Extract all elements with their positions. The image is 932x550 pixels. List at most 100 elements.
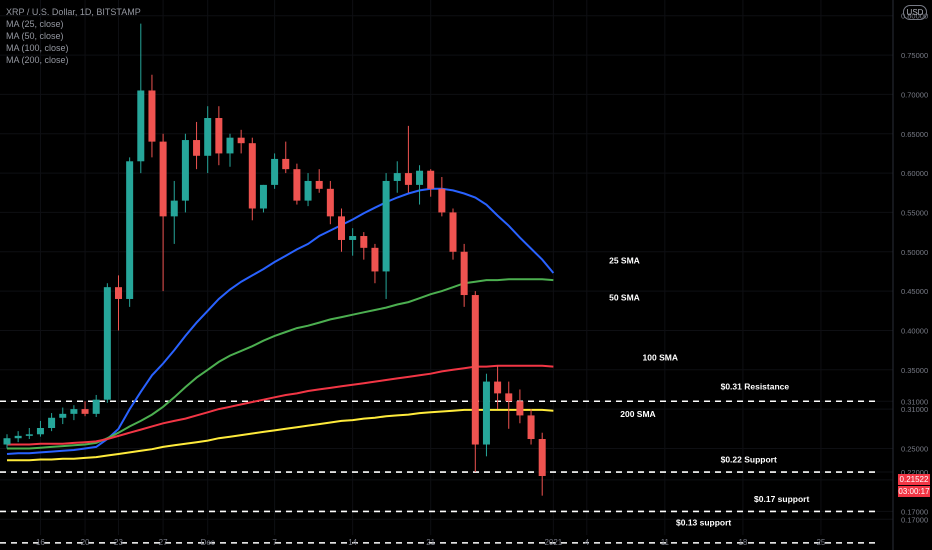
candle-body xyxy=(516,401,524,416)
price-tick-label: 0.35000 xyxy=(901,366,928,375)
candle-body xyxy=(482,381,490,445)
candle-body xyxy=(170,200,178,217)
candle-body xyxy=(338,216,345,240)
candle-body xyxy=(204,118,212,156)
ma-line xyxy=(7,364,554,446)
candle-body xyxy=(505,393,513,402)
candle-body xyxy=(126,161,134,299)
indicator-ma25-label[interactable]: MA (25, close) xyxy=(6,19,64,29)
candle-body xyxy=(449,212,457,252)
candle-body xyxy=(259,184,267,209)
candle-body xyxy=(115,287,122,299)
annotation-label: $0.13 support xyxy=(676,518,731,528)
candle-body xyxy=(59,413,67,418)
candle-body xyxy=(404,173,412,185)
candle-body xyxy=(137,90,145,162)
countdown-badge: 03:00:17 xyxy=(898,486,930,497)
candle-body xyxy=(349,236,357,240)
ma-line xyxy=(7,408,554,462)
price-tick-label: 0.80000 xyxy=(901,12,928,21)
time-tick-label: 14 xyxy=(348,538,357,547)
indicator-ma200-label[interactable]: MA (200, close) xyxy=(6,55,69,65)
price-tick-label: 0.55000 xyxy=(901,208,928,217)
candle-body xyxy=(159,141,167,217)
candle-body xyxy=(427,170,435,189)
annotation-label: 100 SMA xyxy=(643,352,678,362)
annotation-label: $0.22 Support xyxy=(721,455,777,465)
candle-body xyxy=(293,169,301,201)
time-tick-label: 23 xyxy=(114,538,123,547)
candle-body xyxy=(193,140,201,156)
price-tick-label: 0.60000 xyxy=(901,169,928,178)
price-tick-label: 0.50000 xyxy=(901,248,928,257)
candle-body xyxy=(226,137,234,154)
last-price-badge: 0.21522 xyxy=(898,474,930,485)
time-tick-label: 18 xyxy=(738,538,747,547)
candle-body xyxy=(382,180,390,272)
time-tick-label: 20 xyxy=(81,538,90,547)
price-tick-label: 0.31000 xyxy=(901,405,928,414)
time-axis[interactable]: 16 20 23 27 Dec 7 14 21 2021 4 11 18 25 xyxy=(36,538,826,547)
annotation-label: 25 SMA xyxy=(609,256,640,266)
price-tick-label: 0.65000 xyxy=(901,130,928,139)
candle-body xyxy=(70,409,78,414)
time-tick-label: 21 xyxy=(426,538,435,547)
candle-body xyxy=(304,180,312,201)
candle-body xyxy=(315,180,323,189)
time-tick-label: 4 xyxy=(585,538,590,547)
candle-body xyxy=(48,417,56,428)
price-tick-label: 0.17000 xyxy=(901,507,928,516)
candle-body xyxy=(538,439,546,476)
indicator-ma100-label[interactable]: MA (100, close) xyxy=(6,43,69,53)
candle-body xyxy=(460,251,468,296)
price-tick-label: 0.17000 xyxy=(901,515,928,524)
price-tick-label: 0.31000 xyxy=(901,397,928,406)
candle-body xyxy=(3,438,11,445)
candle-body xyxy=(181,140,189,201)
annotation-label: $0.31 Resistance xyxy=(721,381,790,391)
symbol-title[interactable]: XRP / U.S. Dollar, 1D, BITSTAMP xyxy=(6,7,141,17)
candle-body xyxy=(248,143,256,209)
time-tick-label: 7 xyxy=(272,538,277,547)
level-lines xyxy=(0,400,879,544)
candle-body xyxy=(527,415,535,440)
candlesticks xyxy=(3,23,546,496)
time-tick-label: 25 xyxy=(816,538,825,547)
candle-body xyxy=(282,158,290,170)
annotations: 25 SMA 50 SMA 100 SMA $0.31 Resistance 200 S… xyxy=(609,256,809,528)
price-tick-label: 0.25000 xyxy=(901,444,928,453)
ma-line xyxy=(6,187,555,455)
moving-averages xyxy=(6,187,555,462)
price-tick-label: 0.40000 xyxy=(901,326,928,335)
candle-body xyxy=(237,137,245,144)
candle-body xyxy=(92,399,100,414)
candle-body xyxy=(371,247,379,272)
candle-body xyxy=(148,90,156,142)
time-tick-label: 27 xyxy=(159,538,168,547)
candle-body xyxy=(393,173,401,181)
annotation-label: 50 SMA xyxy=(609,293,640,303)
candle-body xyxy=(215,118,223,154)
price-tick-label: 0.75000 xyxy=(901,51,928,60)
candle-body xyxy=(36,428,44,435)
candle-body xyxy=(438,188,446,213)
currency-button[interactable]: USD xyxy=(903,5,927,20)
candle-body xyxy=(360,236,368,248)
candle-body xyxy=(25,434,33,436)
candle-body xyxy=(14,435,22,439)
time-tick-label: Dec xyxy=(201,538,215,547)
candle-body xyxy=(326,188,334,217)
candle-body xyxy=(416,170,424,185)
candle-body xyxy=(471,295,479,445)
candle-body xyxy=(494,381,502,394)
indicator-ma50-label[interactable]: MA (50, close) xyxy=(6,31,64,41)
annotation-label: $0.17 support xyxy=(754,494,809,504)
candle-body xyxy=(271,158,279,185)
time-tick-label: 2021 xyxy=(544,538,562,547)
candle-body xyxy=(103,287,111,400)
candle-body xyxy=(81,409,89,414)
price-tick-label: 0.45000 xyxy=(901,287,928,296)
annotation-label: 200 SMA xyxy=(620,409,655,419)
price-tick-label: 0.70000 xyxy=(901,90,928,99)
